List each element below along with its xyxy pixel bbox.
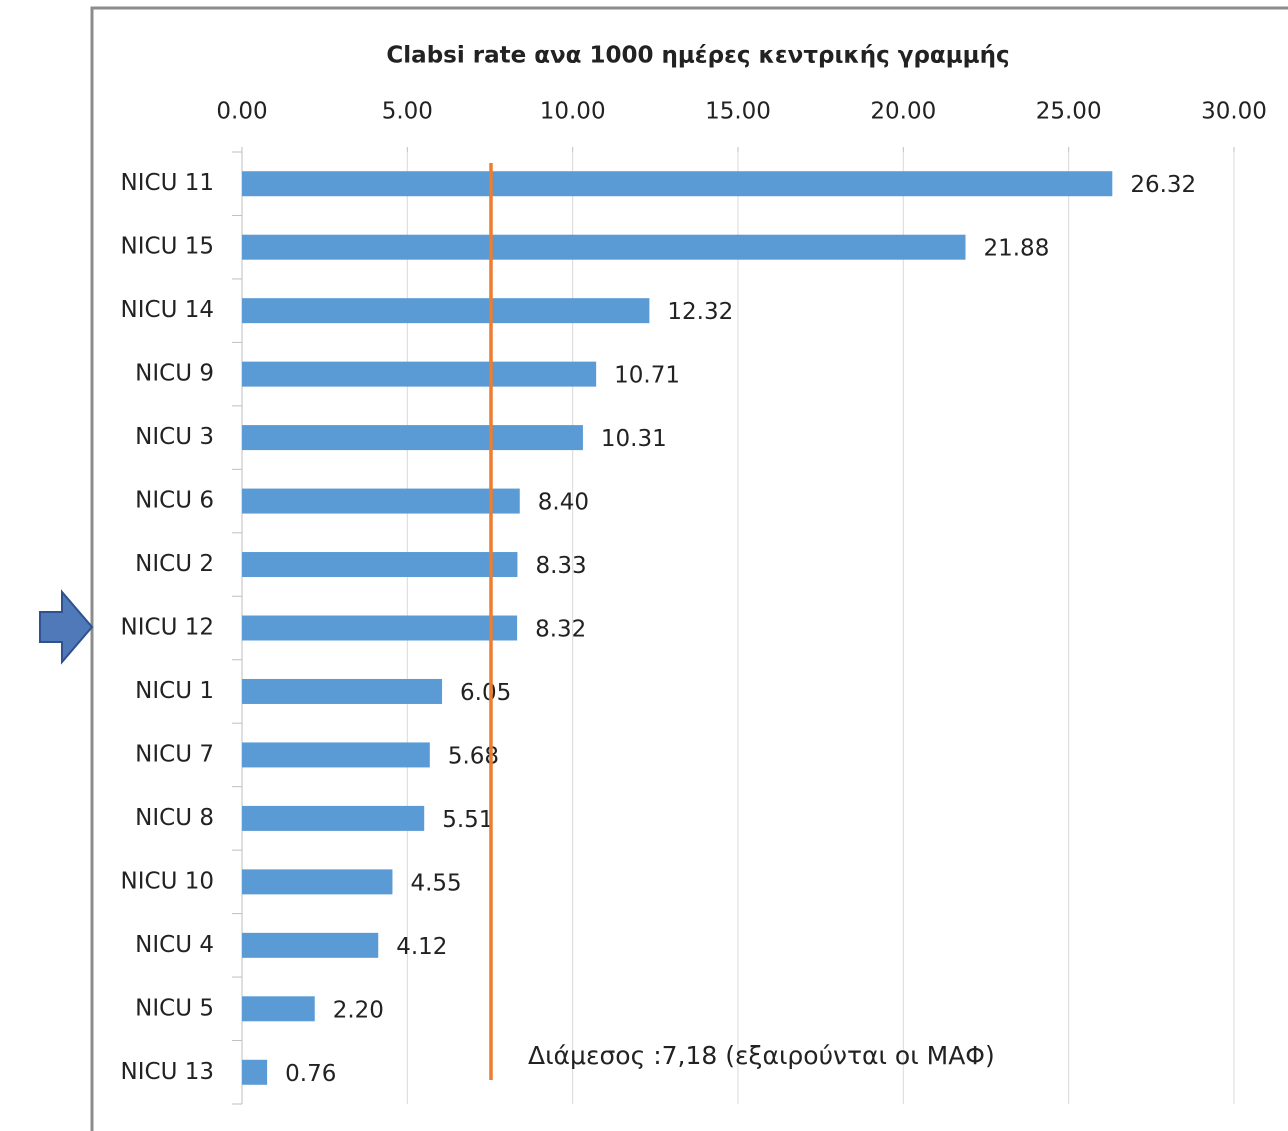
y-tick-label: NICU 5 [135,995,214,1021]
y-tick-label: NICU 1 [135,678,214,704]
bar [242,805,425,831]
bar [242,615,518,641]
bar [242,678,443,704]
data-label: 4.55 [410,870,461,896]
bar [242,488,520,514]
x-tick-label: 20.00 [870,99,936,125]
y-tick-label: NICU 10 [121,868,214,894]
y-tick-label: NICU 15 [121,234,214,260]
y-tick-label: NICU 11 [121,170,214,196]
y-tick-label: NICU 3 [135,424,214,450]
bar [242,171,1113,197]
data-label: 6.05 [460,680,511,706]
y-tick-label: NICU 12 [121,615,214,641]
data-label: 12.32 [667,299,733,325]
bar [242,996,315,1022]
bar [242,932,379,958]
data-label: 26.32 [1130,172,1196,198]
bar [242,298,650,324]
data-label: 5.51 [442,807,493,833]
chart-title: Clabsi rate ανα 1000 ημέρες κεντρικής γρ… [386,43,1009,69]
x-tick-label: 25.00 [1036,99,1102,125]
bar [242,361,597,387]
y-tick-label: NICU 2 [135,551,214,577]
bar [242,742,430,768]
reference-label: Διάμεσος :7,18 (εξαιρούνται οι ΜΑΦ) [528,1041,995,1070]
x-tick-label: 5.00 [382,99,433,125]
data-label: 10.71 [614,363,680,389]
data-label: 10.31 [601,426,667,452]
y-tick-label: NICU 6 [135,488,214,514]
data-label: 8.33 [535,553,586,579]
data-label: 4.12 [396,934,447,960]
bar [242,234,966,260]
bar [242,1059,268,1085]
pointer-arrow [39,589,94,665]
x-tick-label: 0.00 [216,99,267,125]
data-label: 8.40 [538,490,589,516]
x-tick-label: 15.00 [705,99,771,125]
bar [242,425,583,451]
x-tick-label: 30.00 [1201,99,1267,125]
bar [242,552,518,578]
y-tick-label: NICU 7 [135,741,214,767]
y-tick-label: NICU 13 [121,1059,214,1085]
data-label: 8.32 [535,617,586,643]
y-tick-label: NICU 4 [135,932,214,958]
y-tick-label: NICU 14 [121,297,214,323]
data-label: 21.88 [983,236,1049,262]
data-label: 2.20 [333,997,384,1023]
bar [242,869,393,895]
data-label: 0.76 [285,1061,336,1087]
x-tick-label: 10.00 [540,99,606,125]
y-tick-label: NICU 9 [135,361,214,387]
y-tick-label: NICU 8 [135,805,214,831]
